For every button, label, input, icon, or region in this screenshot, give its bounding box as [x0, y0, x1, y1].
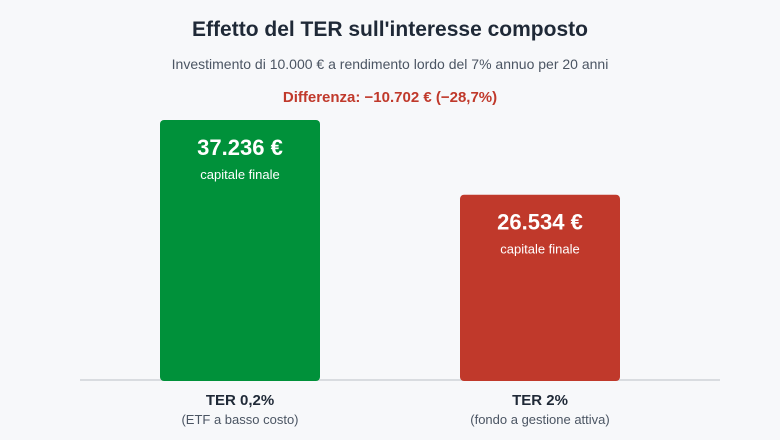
bar-1 [160, 120, 320, 381]
bar-caption-1: capitale finale [200, 167, 280, 182]
category-subtitle-1: (ETF a basso costo) [181, 412, 298, 427]
category-label-1: TER 0,2% [206, 392, 274, 409]
chart-title: Effetto del TER sull'interesse composto [192, 18, 588, 41]
chart-subtitle: Investimento di 10.000 € a rendimento lo… [171, 56, 609, 72]
difference-label: Differenza: −10.702 € (−28,7%) [282, 89, 498, 106]
category-label-2: TER 2% [512, 392, 568, 409]
bar-caption-2: capitale finale [500, 242, 580, 257]
bar-value-label-1: 37.236 € [197, 135, 283, 160]
bar-value-label-2: 26.534 € [497, 210, 583, 235]
category-subtitle-2: (fondo a gestione attiva) [470, 412, 609, 427]
bar-2 [460, 194, 620, 381]
